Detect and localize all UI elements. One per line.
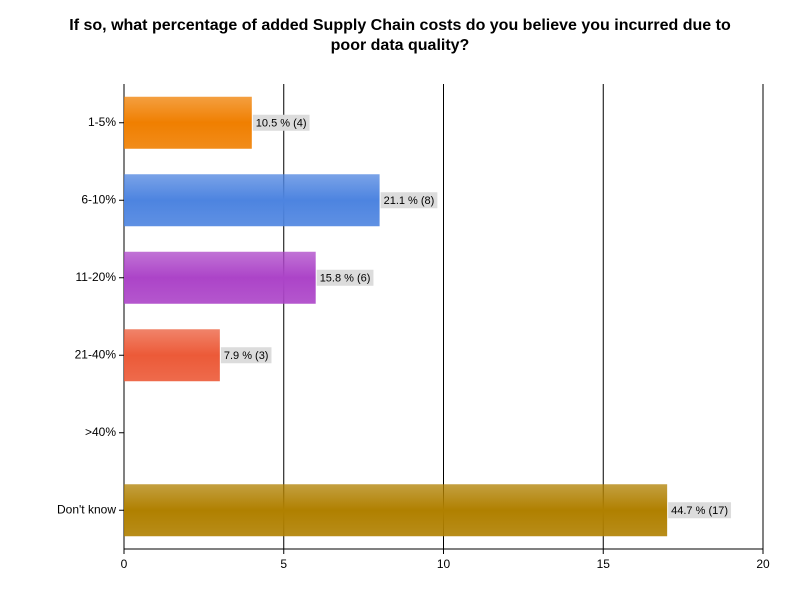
y-tick-label: Don't know xyxy=(57,502,116,516)
y-tick-label: 6-10% xyxy=(81,192,116,206)
value-label-bg xyxy=(380,192,438,209)
value-label: 21.1 % (8) xyxy=(384,195,435,207)
value-label: 44.7 % (17) xyxy=(671,505,728,517)
value-label-bg xyxy=(316,269,374,286)
x-tick-label: 10 xyxy=(437,557,451,571)
bar xyxy=(124,329,220,382)
x-tick-label: 15 xyxy=(597,557,611,571)
x-tick-label: 20 xyxy=(756,557,770,571)
value-label: 10.5 % (4) xyxy=(256,118,307,130)
value-label-bg xyxy=(220,347,272,364)
y-tick-label: 21-40% xyxy=(75,347,117,361)
chart-title: If so, what percentage of added Supply C… xyxy=(69,17,731,54)
y-tick-label: 11-20% xyxy=(76,270,117,284)
value-label-bg xyxy=(668,502,732,519)
x-tick-label: 5 xyxy=(280,557,287,571)
bar xyxy=(124,484,668,537)
bar xyxy=(124,251,316,304)
value-label-bg xyxy=(252,114,310,131)
x-tick-label: 0 xyxy=(121,557,128,571)
value-label: 15.8 % (6) xyxy=(320,273,371,285)
bar xyxy=(124,96,252,149)
y-tick-label: >40% xyxy=(85,425,116,439)
value-label: 7.9 % (3) xyxy=(224,350,269,362)
bar xyxy=(124,174,380,227)
y-tick-label: 1-5% xyxy=(88,115,116,129)
